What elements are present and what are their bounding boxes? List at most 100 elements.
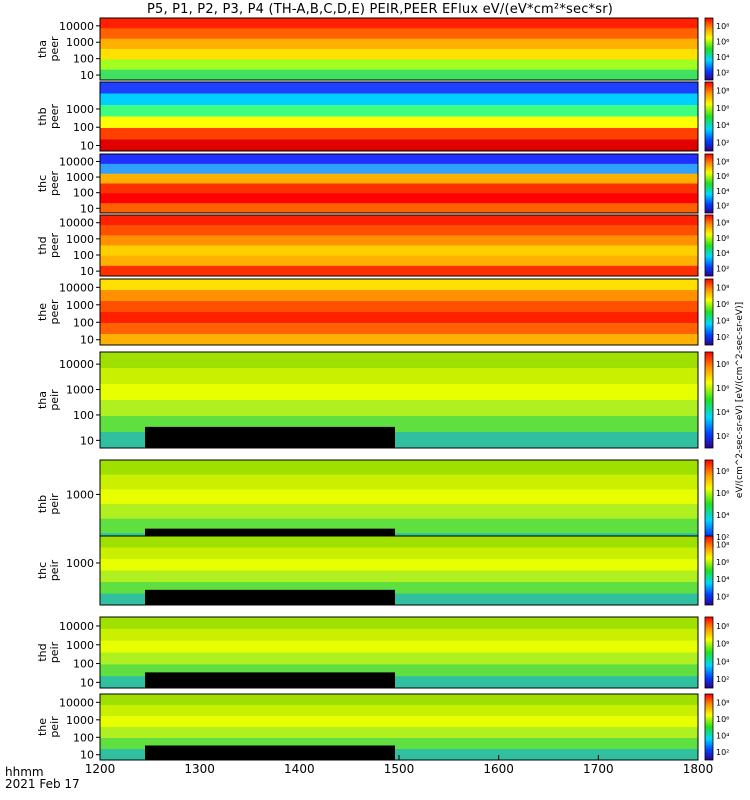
y-tick-label: 1000 (66, 171, 94, 184)
spectrogram-band (100, 163, 698, 175)
colorbar (704, 214, 714, 277)
panel-frame (99, 17, 699, 81)
colorbar-tick-label: 10⁸ (716, 622, 729, 631)
colorbar-tick-label: 10⁶ (716, 37, 729, 46)
panel-label: thb (36, 495, 49, 513)
spectrogram-band (100, 460, 698, 476)
y-tick-label: 1000 (66, 639, 94, 652)
colorbar-tick-label: 10⁸ (716, 467, 729, 476)
spectrogram-band (100, 312, 698, 324)
y-tick-label: 100 (73, 187, 94, 200)
colorbar (704, 693, 714, 761)
y-tick-label: 100 (73, 316, 94, 329)
colorbar (704, 616, 714, 689)
colorbar-tick-label: 10⁶ (716, 384, 729, 393)
panel-label: thc (36, 175, 49, 192)
panel-frame (99, 535, 699, 606)
spectrogram-band (100, 18, 698, 29)
spectrogram-band (100, 290, 698, 302)
spectrogram-band (100, 279, 698, 291)
colorbar (704, 278, 714, 346)
colorbar-tick-label: 10² (716, 202, 729, 211)
colorbar-tick-label: 10² (716, 333, 729, 342)
spectrogram-band (100, 474, 698, 490)
panel-thc-peir: 1000 thc peir 10² 10⁴ 10⁶ 10⁸ (36, 535, 729, 606)
panel-label: peir (48, 389, 61, 411)
colorbar-tick-label: 10⁴ (716, 121, 729, 130)
panel-thd-peir: 10 100 1000 10000 thd peir 10² 10⁴ 10⁶ 10⁸ (36, 616, 729, 689)
y-tick-label: 100 (73, 409, 94, 422)
panel-frame (99, 81, 699, 152)
colorbar-tick-label: 10² (716, 592, 729, 601)
panel-label: the (36, 718, 49, 736)
colorbar-tick-label: 10⁴ (716, 408, 729, 417)
colorbar-tick-label: 10⁴ (716, 249, 729, 258)
y-tick-label: 1000 (66, 557, 94, 570)
colorbar-tick-label: 10⁸ (716, 219, 729, 228)
colorbar-tick-label: 10⁸ (716, 360, 729, 369)
spectrogram-band (100, 265, 698, 277)
chart-title: P5, P1, P2, P3, P4 (TH-A,B,C,D,E) PEIR,P… (146, 2, 614, 17)
y-tick-label: 10 (80, 434, 94, 447)
y-tick-label: 10000 (59, 155, 94, 168)
colorbar (704, 351, 714, 449)
spectrogram-band (100, 245, 698, 257)
panel-frame (99, 153, 699, 214)
spectrogram-band (100, 738, 698, 750)
spectrogram-band (100, 116, 698, 129)
y-tick-label: 1000 (66, 36, 94, 49)
colorbar-tick-label: 10⁸ (716, 87, 729, 96)
colorbar (704, 153, 714, 214)
y-tick-label: 1000 (66, 384, 94, 397)
colorbar-tick-label: 10² (716, 264, 729, 273)
spectrogram-band (100, 173, 698, 184)
spectrogram-band (100, 49, 698, 60)
panel-label: peer (48, 171, 61, 197)
y-tick-label: 10 (80, 676, 94, 689)
panel-frame (99, 278, 699, 346)
y-tick-label: 10 (80, 69, 94, 82)
panel-tha-peir: 10 100 1000 10000 tha peir 10² 10⁴ 10⁶ 10⁸ (36, 351, 729, 449)
spectrogram-band (100, 504, 698, 520)
panel-label: thd (36, 643, 49, 661)
colorbar-unit-label: eV/(cm^2-sec-sr-eV) [eV/(cm^2-sec-sr-eV)… (735, 302, 745, 498)
y-tick-label: 10 (80, 202, 94, 215)
colorbar-tick-label: 10⁶ (716, 558, 729, 567)
y-tick-label: 10000 (59, 358, 94, 371)
y-tick-label: 100 (73, 658, 94, 671)
spectrogram-band (100, 628, 698, 642)
panel-label: thc (36, 562, 49, 579)
y-tick-label: 1000 (66, 488, 94, 501)
colorbar-tick-label: 10⁶ (716, 715, 729, 724)
panel-tha-peer: 10 100 1000 10000 tha peer 10² 10⁴ 10⁶ 10⁸ (36, 17, 729, 82)
x-tick-label: 1400 (284, 762, 315, 776)
colorbar-tick-label: 10⁸ (716, 22, 729, 31)
no-data-region (145, 589, 395, 605)
spectrogram-band (100, 652, 698, 665)
spectrogram-band (100, 489, 698, 505)
spectrogram-band (100, 716, 698, 728)
y-tick-label: 10 (80, 265, 94, 278)
spectrogram-band (100, 139, 698, 152)
spectrogram-band (100, 705, 698, 717)
time-axis: 1200 1300 1400 1500 1600 1700 1800 (85, 755, 713, 776)
spectrogram-band (100, 82, 698, 94)
spectrogram-band (100, 640, 698, 653)
colorbar-tick-label: 10⁴ (716, 575, 729, 584)
colorbar-tick-label: 10⁸ (716, 698, 729, 707)
spectrogram-band (100, 536, 698, 548)
panel-thc-peer: 10 100 1000 10000 thc peer 10² 10⁴ 10⁶ 10⁸ (36, 153, 729, 215)
colorbar-tick-label: 10⁶ (716, 172, 729, 181)
y-tick-label: 1000 (66, 299, 94, 312)
y-tick-label: 1000 (66, 103, 94, 116)
colorbar-tick-label: 10² (716, 675, 729, 684)
spectrogram-band (100, 183, 698, 194)
colorbar-tick-label: 10⁴ (716, 53, 729, 62)
spectrogram-band (100, 255, 698, 267)
colorbar-tick-label: 10² (716, 533, 729, 542)
panel-label: the (36, 303, 49, 321)
date-label: 2021 Feb 17 (5, 777, 80, 791)
y-tick-label: 10000 (59, 696, 94, 709)
colorbar-tick-label: 10⁶ (716, 104, 729, 113)
